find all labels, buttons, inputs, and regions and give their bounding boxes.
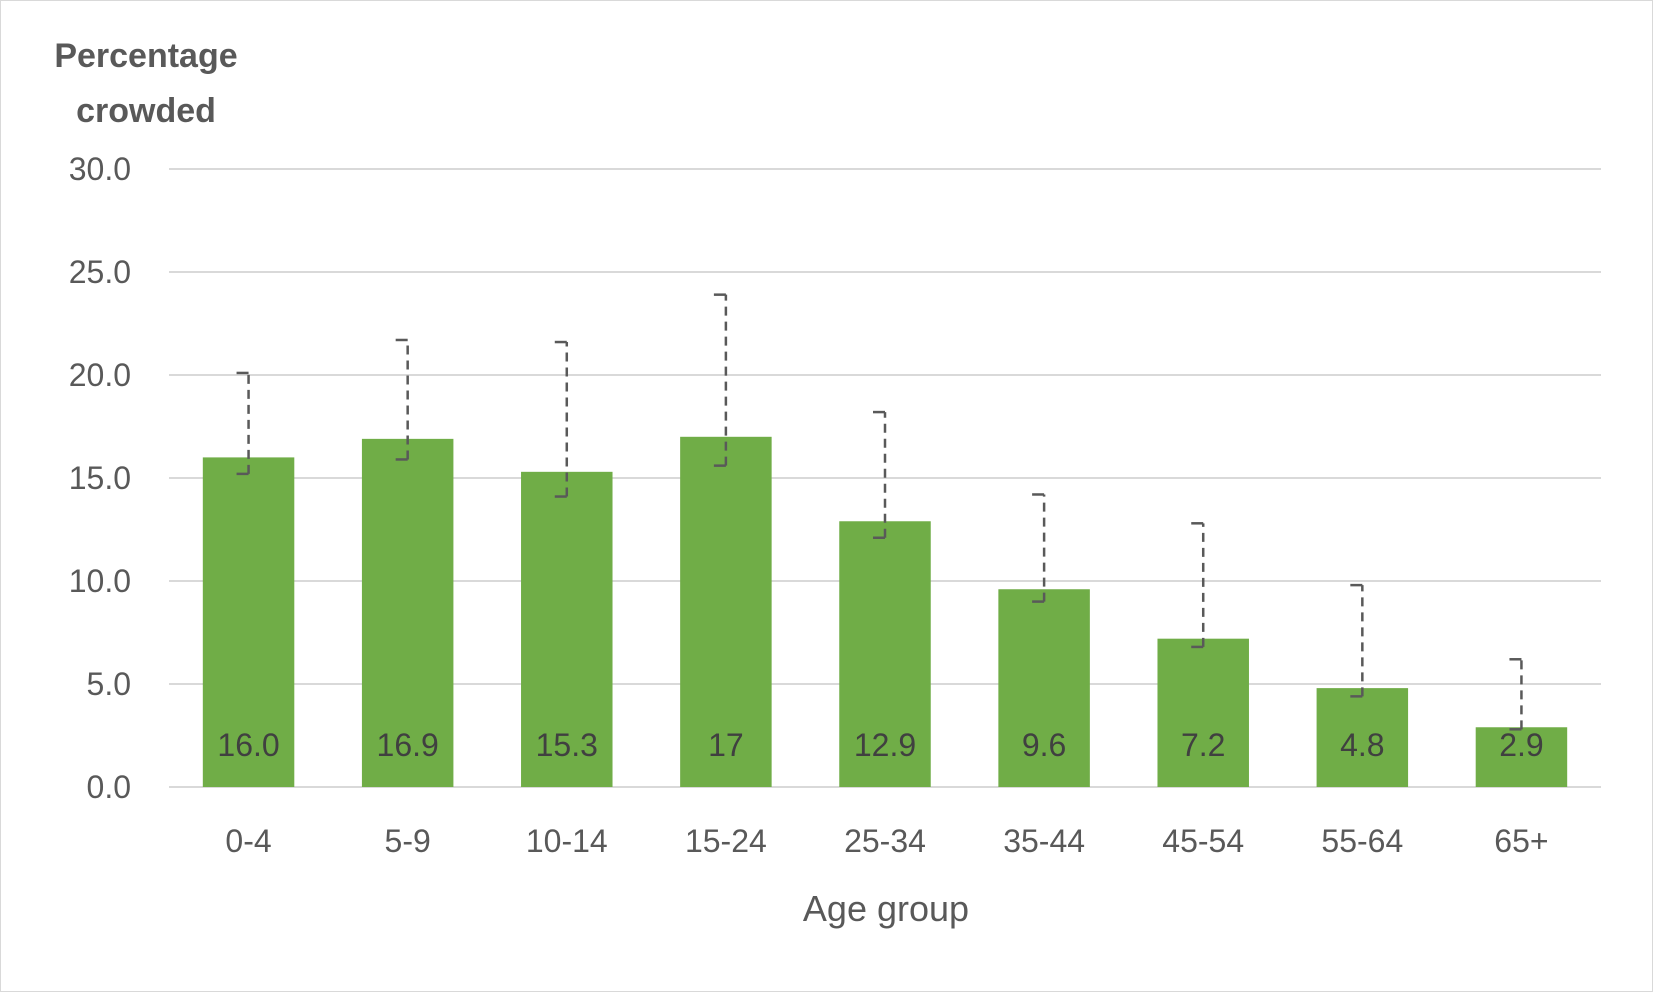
x-tick-label: 5-9 [385,823,431,859]
y-axis-ticks: 0.0 5.0 10.0 15.0 20.0 25.0 30.0 [69,151,131,805]
x-tick-label: 15-24 [685,823,767,859]
y-tick-label: 20.0 [69,357,131,393]
x-axis-title: Age group [803,888,969,929]
data-label: 16.9 [377,727,439,763]
x-tick-label: 45-54 [1162,823,1244,859]
bar [680,436,772,787]
data-label: 16.0 [217,727,279,763]
bar [1316,688,1409,787]
error-bar [873,410,887,539]
data-label: 15.3 [536,727,598,763]
data-label: 2.9 [1499,727,1543,763]
error-bar [713,293,728,467]
x-axis-ticks: 0-4 5-9 10-14 15-24 25-34 35-44 45-54 55-64 65+ [225,823,1548,859]
x-tick-label: 55-64 [1321,823,1403,859]
y-tick-label: 10.0 [69,563,131,599]
error-bars [236,293,1523,731]
data-label: 9.6 [1022,727,1066,763]
x-tick-label: 25-34 [844,823,926,859]
data-label: 17 [708,727,744,763]
data-labels: 16.0 16.9 15.3 17 12.9 9.6 7.2 4.8 2.9 [217,727,1543,763]
x-tick-label: 35-44 [1003,823,1085,859]
bar [1157,638,1249,787]
error-bar [554,340,569,498]
y-axis-title-line-1: Percentage [54,37,237,75]
x-tick-label: 10-14 [526,823,608,859]
y-tick-label: 0.0 [87,769,131,805]
y-tick-label: 5.0 [87,666,131,702]
y-tick-label: 25.0 [69,254,131,290]
bars [202,436,1568,787]
error-bar [236,371,250,476]
data-label: 12.9 [854,727,916,763]
x-tick-label: 65+ [1494,823,1548,859]
data-label: 7.2 [1181,727,1225,763]
error-bar [1032,493,1046,603]
error-bar [395,338,409,461]
x-tick-label: 0-4 [225,823,271,859]
data-label: 4.8 [1340,727,1384,763]
bar [361,438,454,787]
error-bar [1509,658,1523,731]
y-axis-title-line-2: crowded [76,92,216,130]
y-tick-label: 15.0 [69,460,131,496]
y-tick-label: 30.0 [69,151,131,187]
bar [521,471,613,787]
bar [202,457,295,787]
bar [839,521,931,787]
bar [1475,727,1568,787]
bar [998,589,1090,787]
error-bar [1191,522,1205,649]
error-bar [1350,583,1364,698]
